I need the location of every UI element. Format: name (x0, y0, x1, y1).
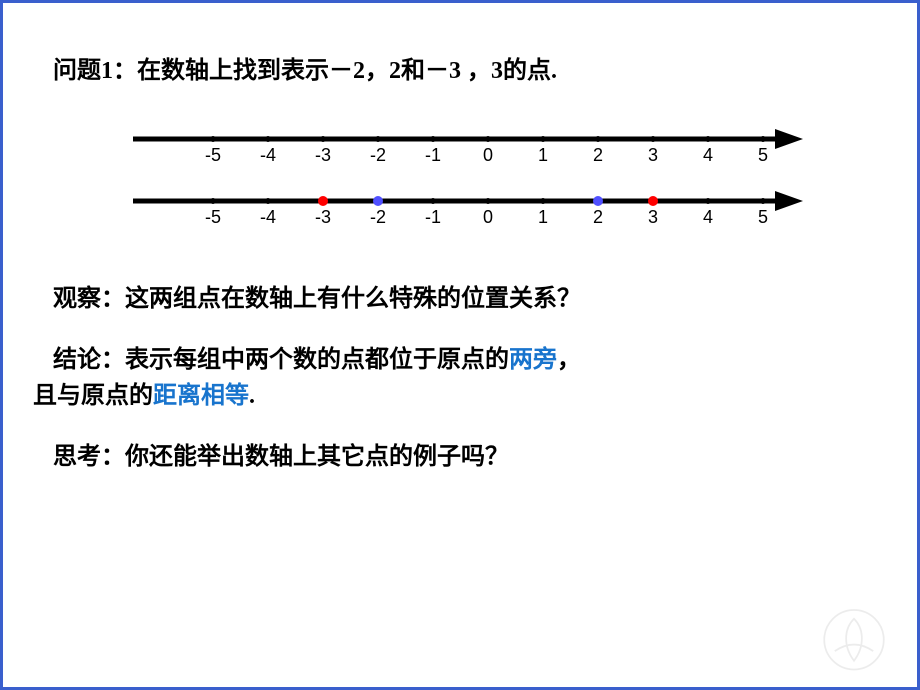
conclusion-pre: ：表示每组中两个数的点都位于原点的 (101, 347, 509, 373)
svg-text:2: 2 (593, 207, 603, 227)
think-line: 思考：你还能举出数轴上其它点的例子吗？ (53, 439, 887, 475)
svg-text:-4: -4 (260, 145, 276, 165)
observe-text: ：这两组点在数轴上有什么特殊的位置关系？ (101, 286, 581, 312)
svg-text:5: 5 (758, 207, 768, 227)
svg-text:1: 1 (538, 145, 548, 165)
svg-text:0: 0 (483, 207, 493, 227)
watermark-icon (809, 603, 899, 673)
svg-text:1: 1 (538, 207, 548, 227)
svg-text:4: 4 (703, 207, 713, 227)
svg-text:-5: -5 (205, 145, 221, 165)
conclusion-line-1: 结论：表示每组中两个数的点都位于原点的两旁， (53, 342, 887, 378)
svg-text:-2: -2 (370, 145, 386, 165)
svg-text:-1: -1 (425, 145, 441, 165)
conclusion-comma: ， (557, 347, 581, 373)
svg-text:3: 3 (648, 207, 658, 227)
svg-text:-5: -5 (205, 207, 221, 227)
think-label: 思考 (53, 444, 101, 470)
svg-text:3: 3 (648, 145, 658, 165)
observe-label: 观察 (53, 286, 101, 312)
number-line-1: -5 -4 -3 -2 -1 0 1 2 3 4 5 (123, 119, 887, 169)
conclusion-post: . (249, 383, 255, 409)
observe-line: 观察：这两组点在数轴上有什么特殊的位置关系？ (53, 281, 887, 317)
conclusion-hl2: 距离相等 (153, 383, 249, 409)
conclusion-line-2: 且与原点的距离相等. (33, 378, 887, 414)
conclusion-mid: 且与原点的 (33, 383, 153, 409)
svg-text:2: 2 (593, 145, 603, 165)
conclusion-hl1: 两旁 (509, 347, 557, 373)
question-1-text: ：在数轴上找到表示－2，2和－3 ，3的点. (113, 58, 557, 84)
think-text: ：你还能举出数轴上其它点的例子吗？ (101, 444, 509, 470)
svg-text:-4: -4 (260, 207, 276, 227)
svg-text:5: 5 (758, 145, 768, 165)
svg-text:-1: -1 (425, 207, 441, 227)
svg-text:4: 4 (703, 145, 713, 165)
question-1-label: 问题1 (53, 58, 113, 84)
svg-text:-3: -3 (315, 207, 331, 227)
svg-text:-3: -3 (315, 145, 331, 165)
number-line-2: -5 -4 -3 -2 -1 0 1 2 3 4 5 (123, 181, 887, 231)
conclusion-label: 结论 (53, 347, 101, 373)
svg-text:-2: -2 (370, 207, 386, 227)
svg-text:0: 0 (483, 145, 493, 165)
question-1: 问题1：在数轴上找到表示－2，2和－3 ，3的点. (53, 53, 887, 89)
